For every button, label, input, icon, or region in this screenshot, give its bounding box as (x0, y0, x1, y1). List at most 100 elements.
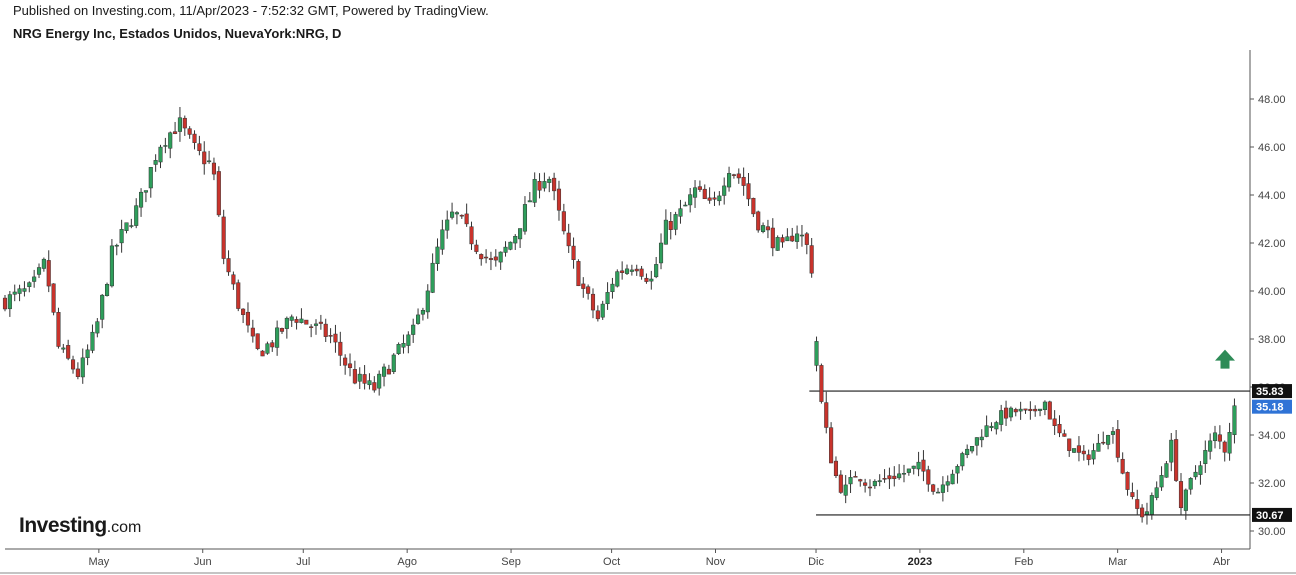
up-arrow-icon (1215, 349, 1235, 369)
support-badge-text: 30.67 (1256, 510, 1284, 522)
candle-body (1101, 441, 1106, 444)
candle-body (624, 268, 630, 274)
candle-body (741, 176, 746, 186)
candle-body (1183, 489, 1188, 511)
candle-body (153, 160, 158, 165)
resistance-badge-text: 35.83 (1256, 386, 1284, 398)
candle-body (425, 290, 430, 313)
candle-body (872, 480, 877, 487)
candle-body (586, 286, 591, 294)
candle-body (1052, 418, 1057, 426)
candle-body (765, 226, 770, 231)
candle-body (260, 350, 265, 357)
candle-body (595, 310, 600, 320)
candle-body (736, 173, 741, 179)
candle-body (416, 314, 421, 324)
candle-body (143, 190, 148, 193)
candle-body (396, 344, 401, 355)
x-tick-label: Jul (296, 556, 310, 568)
candle-body (615, 271, 620, 287)
candle-body (926, 469, 931, 485)
candle-body (1193, 471, 1198, 478)
candle-body (911, 465, 916, 469)
candle-body (1062, 433, 1067, 437)
candle-body (226, 258, 231, 273)
candle-body (484, 256, 489, 259)
candle-body (299, 318, 304, 323)
candle-body (843, 484, 848, 496)
candle-body (430, 262, 435, 293)
candle-body (318, 321, 323, 324)
candle-body (343, 357, 348, 366)
candle-body (950, 473, 955, 485)
candle-body (668, 220, 673, 230)
candle-body (61, 347, 66, 350)
candle-body (85, 349, 90, 358)
candle-body (644, 277, 649, 282)
candle-body (474, 244, 479, 252)
candle-body (1222, 441, 1227, 453)
candle-body (22, 288, 27, 292)
x-tick-label: Abr (1213, 556, 1230, 568)
instrument-title: NRG Energy Inc, Estados Unidos, NuevaYor… (13, 26, 342, 41)
candle-body (1008, 407, 1013, 418)
y-tick-label: 38.00 (1258, 334, 1286, 346)
candle-body (158, 146, 163, 163)
candle-body (46, 260, 51, 287)
candle-body (746, 183, 751, 200)
candle-body (940, 484, 945, 493)
candle-body (853, 476, 858, 478)
candle-body (829, 427, 834, 464)
candle-body (1140, 507, 1145, 518)
candle-body (892, 475, 897, 480)
candle-body (692, 187, 698, 198)
candle-body (780, 237, 785, 243)
candle-body (1198, 465, 1203, 475)
candle-body (639, 268, 644, 277)
candle-body (513, 235, 518, 244)
candle-body (333, 333, 338, 343)
candle-body (688, 194, 693, 206)
candle-body (265, 343, 270, 354)
candle-body (362, 374, 367, 384)
candle-body (974, 437, 979, 446)
x-tick-label: 2023 (908, 556, 932, 568)
candle-body (761, 225, 766, 232)
candle-body (901, 472, 907, 475)
candle-body (785, 236, 790, 242)
candle-body (192, 133, 197, 143)
candle-body (833, 460, 839, 476)
candle-body (129, 225, 134, 227)
candle-body (440, 229, 445, 250)
candle-body (406, 334, 411, 346)
candle-body (867, 486, 873, 489)
candle-body (221, 216, 226, 259)
candle-body (498, 251, 503, 263)
candle-body (994, 422, 999, 430)
candle-body (979, 436, 984, 441)
candle-body (391, 354, 396, 372)
candle-body (168, 132, 173, 149)
candle-body (1042, 401, 1047, 411)
candle-body (590, 293, 596, 311)
candle-body (386, 368, 391, 375)
candle-body (139, 191, 144, 208)
candle-body (697, 186, 702, 190)
candle-body (1081, 450, 1086, 455)
candle-body (1076, 445, 1081, 453)
candle-body (673, 214, 678, 230)
candle-body (114, 244, 119, 247)
y-tick-label: 30.00 (1258, 526, 1286, 538)
candle-body (1110, 431, 1116, 435)
candle-body (459, 214, 464, 217)
investing-logo: Investing.com (19, 514, 141, 538)
candles (2, 106, 1237, 525)
candle-body (1232, 405, 1237, 435)
candle-body (1115, 429, 1120, 458)
candle-body (1086, 454, 1091, 460)
candle-body (775, 237, 780, 251)
candle-body (858, 479, 863, 482)
candle-body (663, 219, 668, 245)
y-tick-label: 32.00 (1258, 478, 1286, 490)
